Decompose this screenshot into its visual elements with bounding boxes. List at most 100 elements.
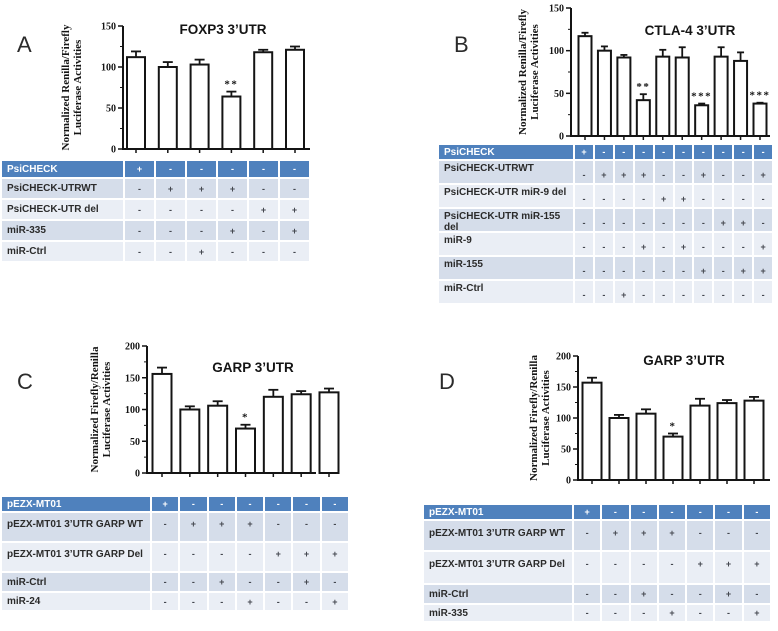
condition-cell: + — [208, 573, 237, 593]
condition-cell: - — [236, 497, 266, 513]
y-tick-label: 50 — [554, 89, 564, 100]
condition-cell: - — [594, 209, 615, 233]
condition-cell: + — [594, 161, 615, 185]
condition-cell: + — [743, 605, 772, 623]
condition-cell: - — [156, 242, 187, 263]
condition-cell: + — [152, 497, 181, 513]
condition-cell: - — [694, 209, 715, 233]
condition-cell: - — [575, 185, 595, 209]
condition-cell: - — [575, 281, 595, 305]
condition-cell: + — [156, 179, 187, 200]
condition-cell: + — [293, 543, 322, 573]
row-label: pEZX-MT01 3’UTR GARP WT — [2, 513, 152, 543]
bar — [713, 55, 729, 137]
condition-cell: + — [634, 233, 655, 257]
row-label: miR-155 — [439, 257, 575, 281]
y-tick-label: 200 — [125, 342, 140, 353]
bar — [743, 399, 765, 481]
bar-chart-garp-3utr-mir335: * 0 50 100 150 200 GARP 3’UTR Normalized Firefl… — [528, 352, 770, 487]
condition-cell: - — [614, 145, 635, 161]
condition-cell: + — [249, 200, 280, 221]
chart-title: GARP 3’UTR — [643, 353, 725, 368]
table-row: PsiCHECK + - - - - - - - - - — [439, 145, 775, 161]
condition-cell: - — [265, 593, 294, 612]
table-row: pEZX-MT01 + - - - - - - — [2, 497, 350, 513]
condition-cell: - — [218, 161, 249, 179]
condition-cell: + — [236, 593, 266, 612]
table-row: miR-24- - - + - - + — [2, 593, 350, 612]
y-axis-label: Normalized Firefly/Renilla — [89, 346, 101, 472]
table-row: miR-155- - - - - - + - + + — [439, 257, 775, 281]
condition-cell: - — [265, 513, 294, 543]
y-tick-label: 100 — [549, 46, 564, 57]
condition-cell: - — [156, 221, 187, 242]
condition-cell: - — [594, 233, 615, 257]
y-axis-label: Luciferase Activities — [101, 361, 113, 457]
condition-cell: - — [156, 200, 187, 221]
y-tick-label: 50 — [561, 445, 571, 456]
row-label: pEZX-MT01 3’UTR GARP WT — [424, 521, 574, 552]
condition-cell: + — [630, 521, 659, 552]
y-tick-label: 150 — [556, 383, 571, 394]
condition-cell: + — [180, 513, 209, 543]
condition-table-garp-mir24: pEZX-MT01 + - - - - - - pEZX-MT01 3’UTR GARP WT -… — [2, 497, 350, 612]
condition-cell: - — [634, 281, 655, 305]
condition-cell: - — [614, 209, 635, 233]
condition-cell: - — [156, 161, 187, 179]
y-tick-label: 200 — [556, 352, 571, 363]
condition-cell: - — [125, 242, 156, 263]
condition-cell: - — [743, 585, 772, 605]
condition-cell: - — [658, 585, 688, 605]
condition-cell: - — [574, 521, 603, 552]
condition-cell: - — [654, 145, 675, 161]
condition-cell: - — [714, 145, 735, 161]
condition-cell: + — [715, 552, 744, 585]
table-row: PsiCHECK-UTR del - - - - + + — [2, 200, 311, 221]
bar — [126, 56, 146, 150]
condition-cell: - — [687, 605, 716, 623]
bar — [285, 48, 305, 150]
condition-table-ctla4: PsiCHECK + - - - - - - - - - PsiCHECK-UTRWT - + + + - - + -… — [439, 145, 775, 305]
row-label: miR-9 — [439, 233, 575, 257]
condition-cell: - — [152, 543, 181, 573]
condition-cell: - — [694, 233, 715, 257]
condition-cell: - — [293, 513, 322, 543]
condition-cell: - — [602, 585, 631, 605]
table-row: miR-Ctrl - - + - - - — [2, 242, 311, 263]
row-label: PsiCHECK-UTRWT — [439, 161, 575, 185]
condition-cell: - — [654, 281, 675, 305]
condition-cell: + — [218, 221, 249, 242]
condition-cell: - — [575, 209, 595, 233]
condition-cell: + — [734, 209, 755, 233]
table-row: PsiCHECK-UTRWT - + + + - - — [2, 179, 311, 200]
bar — [253, 51, 274, 151]
bar — [716, 402, 738, 481]
y-tick-label: 150 — [125, 373, 140, 384]
condition-cell: - — [654, 257, 675, 281]
bar — [689, 404, 711, 481]
condition-cell: - — [754, 185, 775, 209]
row-label: pEZX-MT01 — [424, 505, 574, 521]
condition-cell: - — [249, 242, 280, 263]
condition-cell: - — [630, 505, 659, 521]
condition-cell: + — [321, 543, 350, 573]
bar — [581, 381, 603, 481]
condition-cell: - — [218, 242, 249, 263]
condition-cell: + — [734, 257, 755, 281]
panel-letter-d: D — [439, 369, 455, 394]
panel-letter-b: B — [454, 32, 469, 57]
condition-cell: + — [674, 233, 695, 257]
condition-cell: + — [280, 221, 311, 242]
condition-cell: - — [634, 209, 655, 233]
condition-cell: - — [694, 145, 715, 161]
condition-cell: + — [658, 521, 688, 552]
condition-cell: - — [614, 257, 635, 281]
table-row: pEZX-MT01 3’UTR GARP Del - - - - + + + — [424, 552, 772, 585]
condition-cell: + — [187, 242, 218, 263]
condition-cell: - — [634, 185, 655, 209]
condition-cell: - — [714, 257, 735, 281]
condition-cell: - — [249, 179, 280, 200]
condition-cell: + — [714, 209, 735, 233]
